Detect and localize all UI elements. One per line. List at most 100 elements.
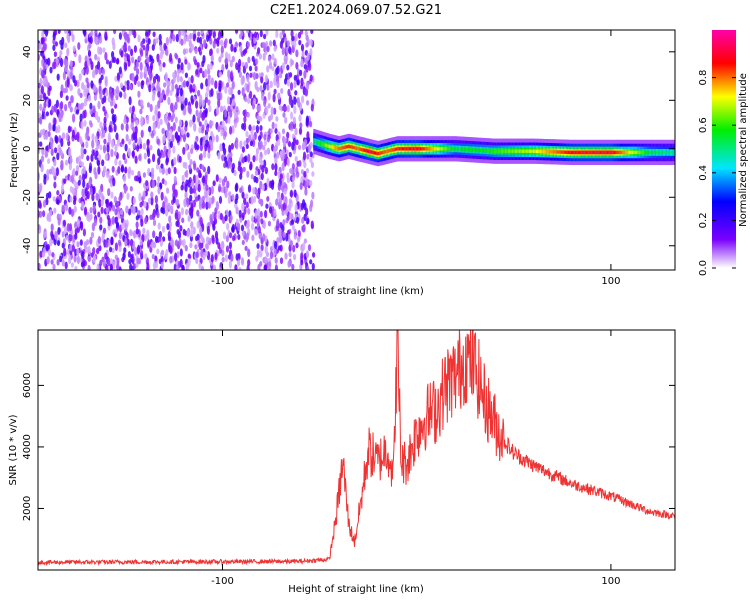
heatmap-cell bbox=[140, 218, 144, 227]
heatmap-cell bbox=[456, 147, 459, 151]
heatmap-cell bbox=[98, 77, 102, 84]
heatmap-cell bbox=[87, 59, 91, 67]
heatmap-cell bbox=[105, 59, 110, 65]
heatmap-cell bbox=[239, 166, 243, 176]
heatmap-cell bbox=[234, 183, 238, 193]
heatmap-cell bbox=[245, 193, 249, 200]
heatmap-cell bbox=[45, 197, 49, 206]
heatmap-cell bbox=[87, 50, 92, 57]
heatmap-cell bbox=[214, 230, 219, 240]
heatmap-cell bbox=[43, 231, 47, 239]
heatmap-cell bbox=[204, 250, 208, 257]
heatmap-cell bbox=[207, 151, 211, 159]
heatmap-cell bbox=[228, 241, 232, 250]
heatmap-cell bbox=[615, 150, 617, 155]
snr-y-label: SNR (10 * v/v) bbox=[8, 414, 19, 485]
heatmap-cell bbox=[317, 141, 320, 145]
heatmap-cell bbox=[102, 227, 107, 234]
heatmap-cell bbox=[144, 217, 148, 225]
heatmap-cell bbox=[108, 205, 112, 212]
heatmap-cell bbox=[151, 167, 155, 175]
heatmap-cell bbox=[58, 112, 62, 123]
heatmap-cell bbox=[69, 185, 73, 193]
heatmap-cell bbox=[64, 159, 69, 166]
heatmap-cell bbox=[282, 202, 286, 211]
heatmap-cell bbox=[575, 150, 578, 155]
heatmap-cell bbox=[76, 218, 80, 228]
heatmap-cell bbox=[215, 134, 219, 143]
heatmap-cell bbox=[491, 149, 494, 153]
x-tick-label: 100 bbox=[601, 276, 620, 287]
heatmap-cell bbox=[162, 134, 166, 144]
heatmap-cell bbox=[286, 177, 290, 184]
heatmap-cell bbox=[164, 180, 168, 186]
heatmap-cell bbox=[407, 147, 410, 151]
heatmap-cell bbox=[199, 137, 203, 146]
heatmap-cell bbox=[264, 264, 268, 270]
heatmap-cell bbox=[293, 80, 297, 88]
heatmap-cell bbox=[203, 149, 207, 159]
heatmap-cell bbox=[96, 56, 101, 63]
heatmap-cell bbox=[140, 99, 144, 107]
heatmap-cell bbox=[216, 47, 220, 54]
heatmap-cell bbox=[174, 101, 178, 111]
heatmap-cell bbox=[282, 141, 287, 148]
heatmap-cell bbox=[582, 150, 584, 155]
heatmap-cell bbox=[391, 148, 393, 152]
heatmap-cell bbox=[588, 150, 590, 155]
heatmap-cell bbox=[310, 161, 314, 169]
heatmap-cell bbox=[140, 49, 144, 57]
heatmap-cell bbox=[291, 219, 295, 226]
heatmap-cell bbox=[77, 179, 81, 186]
heatmap-cell bbox=[594, 150, 596, 155]
heatmap-cell bbox=[255, 58, 259, 65]
heatmap-cell bbox=[259, 210, 263, 218]
heatmap-cell bbox=[231, 194, 235, 201]
heatmap-cell bbox=[92, 204, 96, 212]
heatmap-cell bbox=[195, 251, 199, 259]
heatmap-cell bbox=[372, 150, 375, 155]
heatmap-cell bbox=[309, 151, 313, 158]
heatmap-cell bbox=[426, 147, 428, 151]
heatmap-cell bbox=[208, 139, 212, 146]
heatmap-cell bbox=[623, 150, 625, 155]
heatmap-cell bbox=[38, 262, 41, 270]
heatmap-cell bbox=[284, 208, 288, 216]
heatmap-cell bbox=[184, 245, 188, 252]
heatmap-cell bbox=[411, 147, 413, 151]
heatmap-cell bbox=[68, 102, 72, 109]
heatmap-cell bbox=[163, 82, 167, 88]
heatmap-cell bbox=[599, 150, 602, 155]
heatmap-cell bbox=[660, 150, 663, 155]
heatmap-cell bbox=[291, 263, 295, 270]
heatmap-cell bbox=[140, 116, 144, 125]
heatmap-cell bbox=[38, 42, 41, 52]
heatmap-cell bbox=[253, 195, 257, 203]
heatmap-cell bbox=[77, 42, 81, 51]
heatmap-cell bbox=[185, 48, 189, 54]
heatmap-cell bbox=[546, 149, 548, 154]
heatmap-cell bbox=[560, 150, 562, 154]
heatmap-cell bbox=[88, 179, 92, 187]
heatmap-cell bbox=[134, 175, 138, 182]
heatmap-cell bbox=[306, 153, 310, 160]
heatmap-cell bbox=[630, 150, 632, 155]
heatmap-cell bbox=[241, 157, 245, 164]
heatmap-cell bbox=[247, 248, 251, 258]
heatmap-cell bbox=[533, 149, 536, 153]
heatmap-cell bbox=[97, 60, 101, 71]
heatmap-cell bbox=[176, 63, 181, 70]
heatmap-cell bbox=[53, 158, 57, 167]
heatmap-cell bbox=[495, 149, 497, 153]
heatmap-cell bbox=[42, 200, 47, 208]
heatmap-cell bbox=[112, 177, 116, 187]
heatmap-cell bbox=[112, 116, 116, 126]
heatmap-cell bbox=[622, 150, 624, 155]
heatmap-cell bbox=[319, 141, 321, 145]
heatmap-cell bbox=[121, 222, 125, 230]
heatmap-cell bbox=[241, 191, 245, 199]
heatmap-cell bbox=[208, 105, 212, 113]
heatmap-cell bbox=[286, 104, 290, 113]
heatmap-cell bbox=[669, 150, 672, 155]
heatmap-cell bbox=[81, 251, 85, 260]
